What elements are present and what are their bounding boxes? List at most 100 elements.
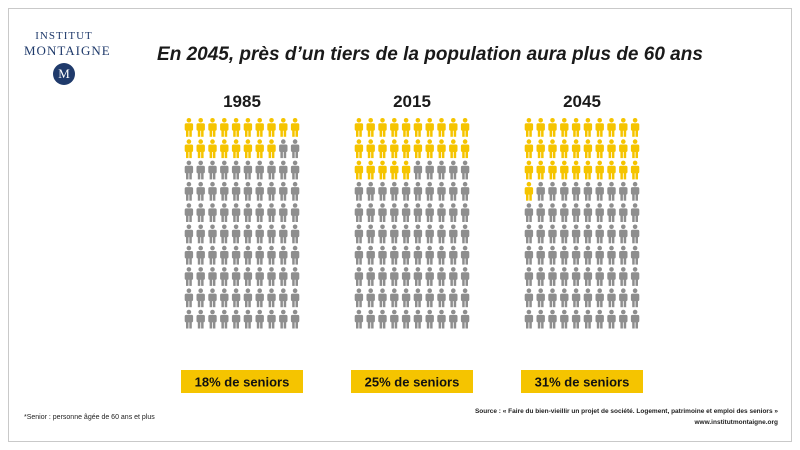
person-icon: [595, 224, 604, 244]
senior-person-icon: [279, 118, 288, 137]
person-icon: [560, 181, 569, 201]
person-icon: [536, 267, 545, 286]
person-icon: [390, 245, 399, 265]
senior-person-icon: [630, 160, 640, 180]
person-icon: [437, 203, 446, 222]
senior-person-icon: [390, 160, 399, 180]
person-icon: [460, 267, 470, 286]
senior-person-icon: [366, 160, 375, 180]
person-icon: [279, 245, 288, 265]
person-icon: [425, 267, 434, 286]
person-icon: [619, 181, 628, 201]
person-icon: [548, 267, 557, 286]
senior-person-icon: [524, 181, 534, 201]
share-label: 18% de seniors: [195, 375, 290, 390]
senior-person-icon: [401, 118, 411, 137]
person-icon: [425, 203, 434, 222]
person-icon: [401, 309, 411, 329]
person-icon: [536, 203, 545, 222]
person-icon: [437, 245, 446, 265]
person-icon: [354, 288, 364, 308]
person-icon: [231, 245, 241, 265]
senior-person-icon: [425, 118, 434, 137]
person-icon: [220, 160, 229, 180]
senior-person-icon: [208, 118, 217, 137]
person-icon: [184, 288, 194, 308]
person-icon: [583, 309, 593, 329]
person-icon: [184, 160, 194, 180]
senior-person-icon: [595, 118, 604, 137]
year-label: 1985: [223, 92, 261, 111]
source-note: Source : « Faire du bien-vieillir un pro…: [475, 406, 778, 428]
senior-person-icon: [607, 118, 616, 137]
person-icon: [196, 181, 205, 201]
senior-person-icon: [267, 118, 276, 137]
senior-person-icon: [548, 118, 557, 137]
senior-person-icon: [536, 160, 545, 180]
person-icon: [401, 288, 411, 308]
person-icon: [437, 309, 446, 329]
senior-person-icon: [413, 139, 423, 159]
person-icon: [548, 181, 557, 201]
person-icon: [449, 181, 458, 201]
senior-person-icon: [607, 160, 616, 180]
person-icon: [279, 139, 288, 159]
source-line: Source : « Faire du bien-vieillir un pro…: [474, 408, 778, 415]
person-icon: [220, 203, 229, 222]
person-icon: [524, 203, 534, 222]
share-label: 31% de seniors: [535, 375, 630, 390]
senior-person-icon: [378, 118, 387, 137]
person-icon: [607, 309, 616, 329]
person-icon: [449, 267, 458, 286]
person-icon: [378, 245, 387, 265]
senior-person-icon: [437, 139, 446, 159]
person-icon: [630, 181, 640, 201]
senior-person-icon: [413, 118, 423, 137]
person-icon: [255, 160, 264, 180]
person-icon: [449, 245, 458, 265]
person-icon: [630, 288, 640, 308]
person-icon: [243, 224, 253, 244]
person-icon: [595, 267, 604, 286]
senior-person-icon: [366, 139, 375, 159]
person-icon: [366, 181, 375, 201]
senior-person-icon: [267, 139, 276, 159]
person-icon: [243, 288, 253, 308]
person-icon: [390, 203, 399, 222]
person-icon: [290, 309, 300, 329]
person-icon: [619, 203, 628, 222]
person-icon: [524, 224, 534, 244]
person-icon: [595, 203, 604, 222]
senior-person-icon: [401, 160, 411, 180]
person-icon: [184, 267, 194, 286]
person-icon: [231, 267, 241, 286]
person-icon: [437, 288, 446, 308]
person-icon: [390, 181, 399, 201]
senior-person-icon: [460, 139, 470, 159]
person-icon: [571, 181, 581, 201]
person-icon: [366, 224, 375, 244]
senior-person-icon: [619, 139, 628, 159]
person-icon: [583, 288, 593, 308]
senior-person-icon: [571, 118, 581, 137]
person-icon: [560, 309, 569, 329]
person-icon: [619, 224, 628, 244]
person-icon: [401, 203, 411, 222]
person-icon: [571, 203, 581, 222]
person-icon: [378, 267, 387, 286]
person-icon: [571, 309, 581, 329]
person-icon: [437, 181, 446, 201]
person-icon: [243, 267, 253, 286]
person-icon: [243, 245, 253, 265]
person-icon: [390, 267, 399, 286]
person-icon: [536, 245, 545, 265]
person-icon: [354, 245, 364, 265]
person-icon: [366, 288, 375, 308]
person-icon: [366, 245, 375, 265]
senior-person-icon: [595, 160, 604, 180]
person-icon: [630, 245, 640, 265]
senior-person-icon: [184, 139, 194, 159]
person-icon: [401, 224, 411, 244]
senior-person-icon: [425, 139, 434, 159]
